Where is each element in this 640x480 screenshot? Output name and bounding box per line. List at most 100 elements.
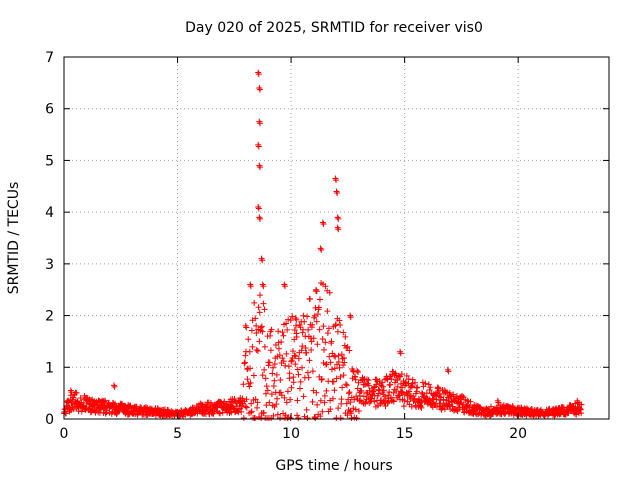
data-point — [333, 375, 340, 382]
data-point — [253, 346, 260, 353]
data-point — [289, 348, 296, 355]
data-point — [394, 383, 401, 390]
data-point — [371, 398, 378, 405]
data-point — [255, 143, 262, 150]
data-point — [375, 390, 382, 397]
data-point — [578, 401, 585, 408]
data-point — [303, 349, 310, 356]
data-point — [316, 326, 323, 333]
data-point — [274, 411, 281, 418]
data-point — [243, 324, 250, 331]
data-point — [280, 332, 287, 339]
data-point — [287, 396, 294, 403]
data-point — [279, 329, 286, 336]
data-point — [305, 326, 312, 333]
data-point — [285, 316, 292, 323]
data-point — [261, 366, 268, 373]
data-point — [256, 309, 263, 316]
data-point — [271, 377, 278, 384]
data-point — [347, 314, 354, 321]
data-point — [306, 296, 313, 303]
data-point — [440, 396, 447, 403]
data-point — [308, 338, 315, 345]
data-point — [346, 389, 353, 396]
data-point — [371, 384, 378, 391]
data-point — [310, 335, 317, 342]
y-tick-label: 1 — [45, 360, 54, 376]
data-point — [298, 364, 305, 371]
data-point — [380, 387, 387, 394]
data-point — [137, 404, 144, 411]
data-point — [299, 343, 306, 350]
data-point — [327, 359, 334, 366]
data-point — [362, 399, 369, 406]
data-point — [340, 329, 347, 336]
data-point — [284, 388, 291, 395]
data-point — [386, 388, 393, 395]
data-point — [335, 405, 342, 412]
data-point — [427, 384, 434, 391]
data-point — [70, 394, 77, 401]
data-point — [326, 289, 333, 296]
data-point — [257, 324, 264, 331]
data-point — [280, 358, 287, 365]
data-point — [397, 350, 404, 357]
data-point — [270, 382, 277, 389]
data-point — [247, 409, 254, 416]
y-tick-label: 3 — [45, 257, 54, 273]
data-point — [344, 412, 351, 419]
data-point — [467, 398, 474, 405]
data-point — [409, 376, 416, 383]
data-point — [381, 393, 388, 400]
data-point — [277, 377, 284, 384]
y-tick-label: 0 — [45, 412, 54, 428]
data-point — [309, 398, 316, 405]
data-point — [346, 347, 353, 354]
data-point — [304, 369, 311, 376]
data-point — [365, 377, 372, 384]
data-point — [326, 353, 333, 360]
data-point — [387, 381, 394, 388]
data-point — [353, 414, 360, 421]
data-point — [328, 366, 335, 373]
data-point — [334, 190, 341, 197]
data-point — [409, 383, 416, 390]
data-point — [242, 352, 249, 359]
data-point — [251, 299, 258, 306]
data-point — [305, 374, 312, 381]
data-point — [337, 321, 344, 328]
data-point — [127, 402, 134, 409]
data-point — [284, 326, 291, 333]
data-point — [322, 283, 329, 290]
data-point — [352, 406, 359, 413]
data-point — [289, 313, 296, 320]
data-point — [250, 372, 257, 379]
data-point — [298, 347, 305, 354]
data-point — [68, 407, 75, 414]
data-point — [401, 397, 408, 404]
data-point — [295, 371, 302, 378]
data-point — [247, 365, 254, 372]
data-point — [111, 383, 118, 390]
data-point — [300, 393, 307, 400]
data-point — [418, 404, 425, 411]
data-point — [243, 404, 250, 411]
grid — [64, 57, 609, 419]
data-point — [355, 407, 362, 414]
data-point — [266, 399, 273, 406]
data-point — [336, 317, 343, 324]
data-point — [341, 342, 348, 349]
data-point — [247, 283, 254, 290]
data-point — [267, 347, 274, 354]
data-point — [434, 403, 441, 410]
data-point — [240, 381, 247, 388]
data-point — [344, 343, 351, 350]
data-point — [275, 328, 282, 335]
data-point — [262, 390, 269, 397]
data-point — [331, 365, 338, 372]
data-point — [259, 328, 266, 335]
data-point — [396, 392, 403, 399]
data-point — [297, 324, 304, 331]
data-point — [311, 312, 318, 319]
